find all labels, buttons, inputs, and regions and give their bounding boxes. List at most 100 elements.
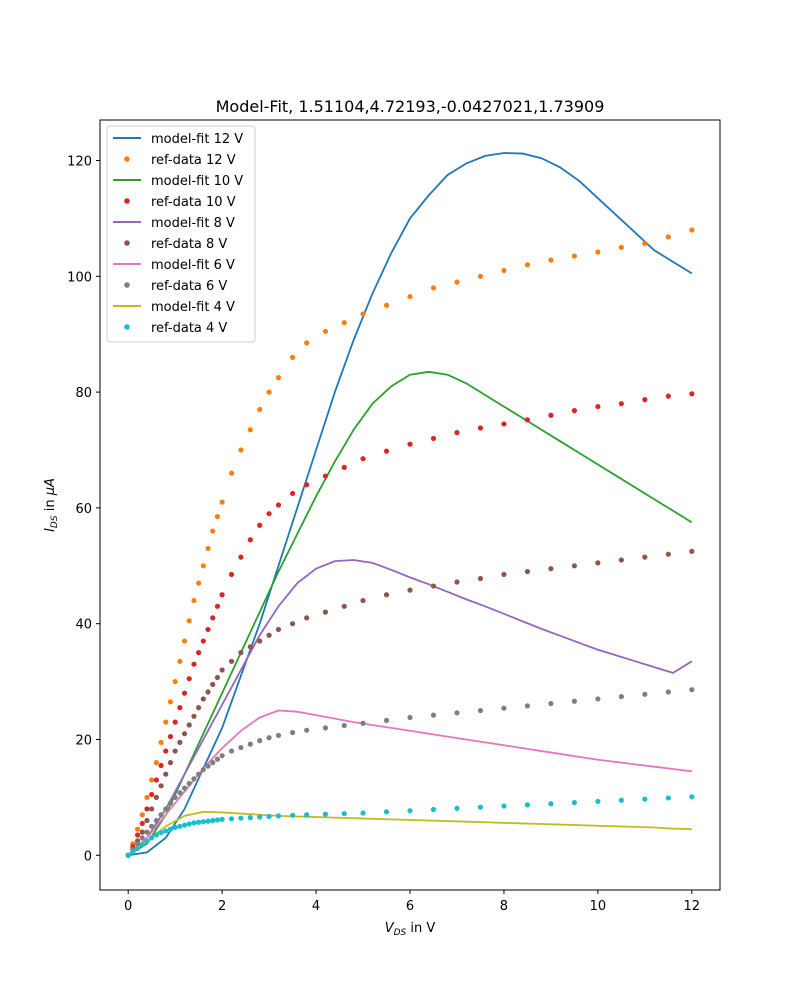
series-line — [127, 559, 693, 856]
data-point — [153, 832, 159, 838]
data-point — [210, 760, 216, 766]
data-point — [247, 427, 253, 433]
data-point — [247, 741, 253, 747]
data-point — [200, 638, 206, 644]
data-point — [689, 794, 695, 800]
data-point — [153, 760, 159, 766]
data-point — [200, 766, 206, 773]
data-point — [191, 713, 197, 719]
data-point — [196, 819, 202, 825]
data-point — [130, 849, 136, 855]
data-point — [430, 583, 437, 589]
data-point — [181, 638, 188, 644]
data-point — [665, 551, 671, 557]
data-point — [163, 806, 169, 812]
data-point — [595, 560, 601, 566]
data-point — [181, 822, 188, 828]
data-point — [275, 732, 282, 739]
data-point — [238, 744, 244, 751]
data-point — [275, 813, 282, 819]
data-point — [524, 262, 531, 268]
data-point — [266, 632, 272, 638]
data-point — [214, 513, 221, 520]
data-point — [149, 823, 155, 829]
data-point — [477, 707, 484, 714]
data-point — [191, 820, 197, 826]
data-point — [158, 830, 164, 836]
data-point — [548, 257, 554, 263]
data-point — [689, 687, 695, 693]
data-point — [205, 689, 211, 695]
legend-label: ref-data 6 V — [151, 279, 227, 294]
data-point — [144, 794, 150, 800]
data-point — [214, 674, 221, 681]
data-point — [289, 729, 296, 736]
data-point — [477, 804, 484, 810]
data-point — [322, 473, 329, 479]
data-point — [689, 227, 695, 233]
y-tick-label: 0 — [84, 849, 92, 864]
y-tick-label: 80 — [75, 386, 92, 401]
data-point — [275, 375, 282, 381]
data-point — [304, 615, 310, 621]
data-point — [618, 244, 624, 250]
data-point — [289, 621, 296, 627]
data-point — [289, 490, 296, 497]
data-point — [228, 748, 235, 754]
data-point — [477, 425, 484, 431]
legend-swatch — [124, 156, 130, 162]
data-point — [341, 603, 347, 609]
data-point — [134, 841, 141, 847]
data-point — [158, 739, 164, 745]
data-point — [163, 719, 169, 725]
data-point — [618, 694, 624, 700]
data-point — [210, 528, 216, 534]
data-point — [289, 812, 296, 818]
data-point — [341, 810, 347, 817]
data-point — [196, 650, 202, 656]
data-point — [642, 796, 648, 802]
data-point — [571, 563, 577, 569]
data-point — [257, 738, 263, 744]
data-point — [304, 727, 310, 733]
data-point — [181, 785, 188, 791]
series-model-fit-4-v — [127, 810, 692, 856]
data-point — [548, 412, 554, 418]
data-point — [257, 406, 263, 413]
data-point — [177, 705, 183, 711]
data-point — [186, 722, 192, 728]
data-point — [407, 714, 413, 721]
x-tick-label: 0 — [124, 899, 132, 914]
data-point — [214, 817, 221, 823]
data-point — [134, 832, 141, 838]
data-point — [177, 823, 183, 829]
data-point — [186, 676, 192, 682]
data-point — [383, 717, 390, 723]
x-tick-label: 12 — [684, 899, 701, 914]
data-point — [144, 829, 150, 835]
data-point — [266, 389, 272, 395]
data-point — [275, 502, 282, 508]
data-point — [642, 397, 648, 403]
data-point — [642, 691, 648, 697]
data-point — [430, 712, 437, 718]
data-point — [454, 579, 460, 585]
data-point — [200, 696, 206, 702]
data-point — [501, 803, 507, 809]
data-point — [247, 537, 253, 543]
series-line — [128, 152, 693, 857]
series-model-fit-6-v — [127, 709, 692, 856]
data-point — [153, 794, 159, 800]
data-point — [149, 777, 155, 783]
data-point — [219, 592, 225, 598]
y-tick-label: 100 — [67, 270, 92, 285]
series-line — [127, 709, 692, 856]
y-tick-label: 20 — [75, 733, 92, 748]
data-point — [191, 597, 197, 604]
data-point — [200, 563, 206, 569]
data-point — [304, 340, 310, 346]
data-point — [205, 818, 211, 824]
data-point — [548, 566, 554, 572]
